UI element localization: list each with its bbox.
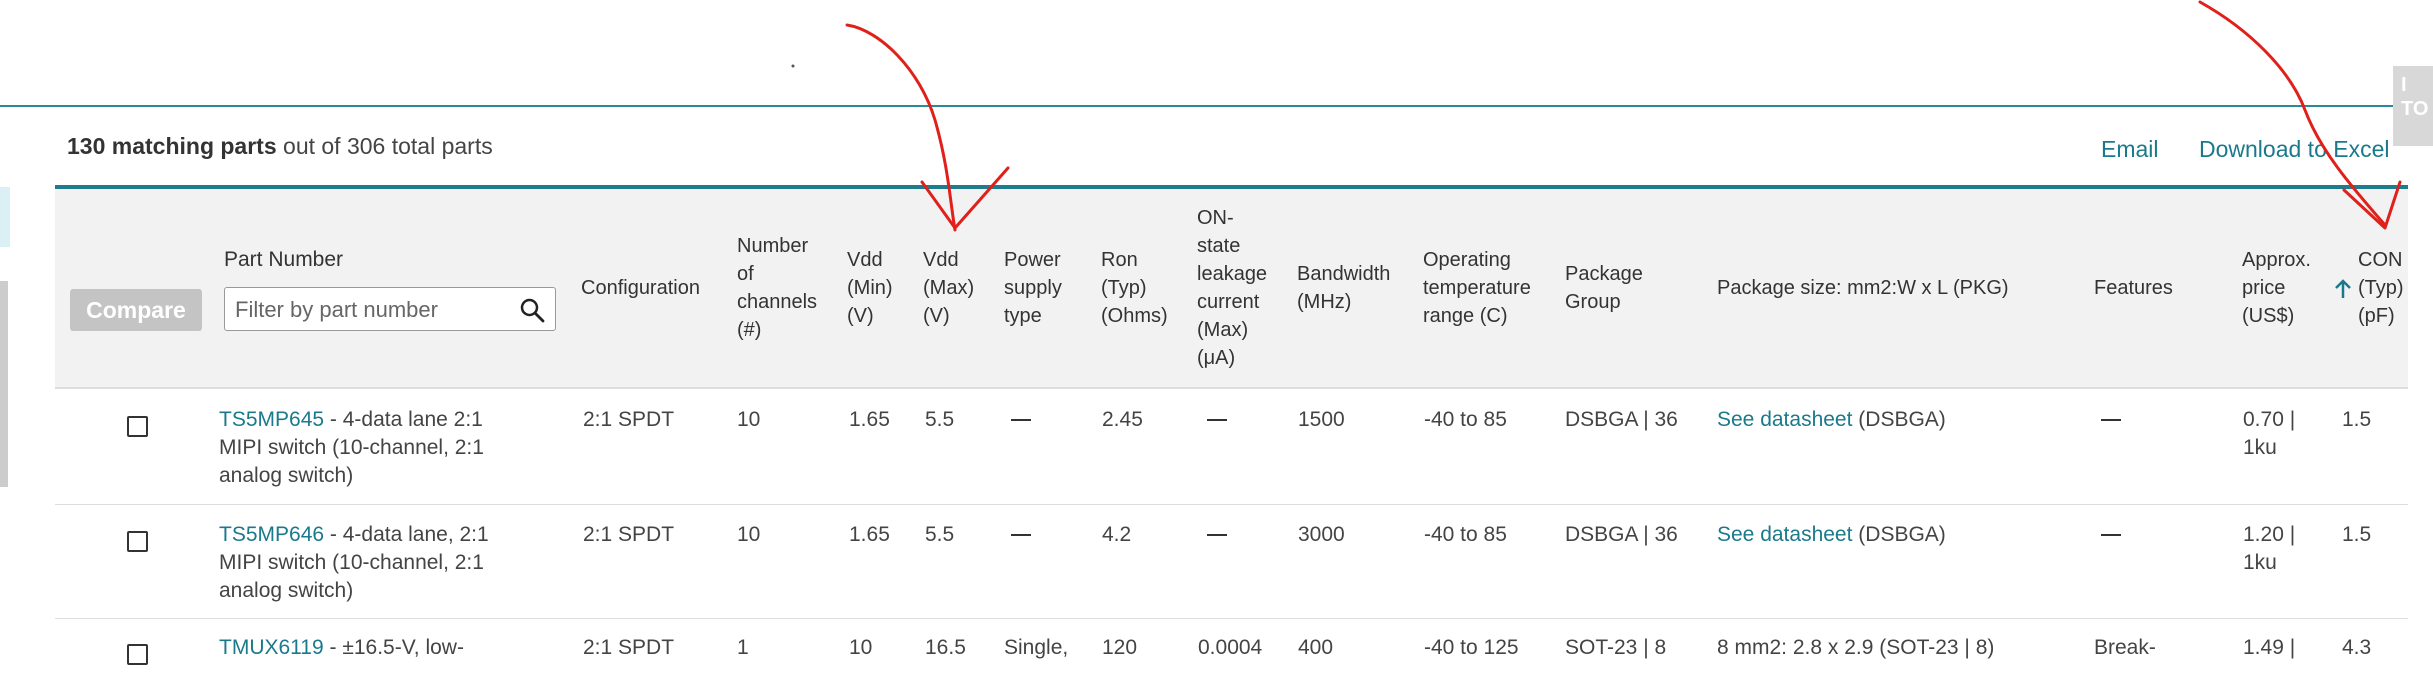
header-features[interactable]: Features — [2094, 277, 2173, 299]
header-package-group[interactable]: Package Group — [1565, 263, 1643, 313]
features-cell: Break- — [2094, 636, 2156, 659]
power-cell: Single, — [1004, 636, 1069, 659]
table-row: TMUX6119 - ±16.5-V, low- 2:1 SPDT 1 10 1… — [55, 619, 2408, 679]
package-group-cell: DSBGA | 36 — [1565, 523, 1678, 546]
temp-cell: -40 to 85 — [1424, 408, 1507, 431]
package-group-cell: DSBGA | 36 — [1565, 408, 1678, 431]
stray-dot — [791, 64, 795, 68]
part-number-link[interactable]: TMUX6119 — [219, 636, 324, 659]
header-channels[interactable]: Number of channels (#) — [737, 235, 818, 341]
power-cell — [1011, 406, 1031, 434]
total-count: out of 306 total parts — [276, 133, 493, 159]
back-to-top-line2: TO — [2401, 98, 2429, 120]
results-summary: 130 matching parts out of 306 total part… — [67, 133, 493, 160]
leakage-cell — [1207, 406, 1227, 434]
table-header-accent — [55, 185, 2408, 189]
see-datasheet-link[interactable]: See datasheet — [1717, 523, 1853, 546]
part-cell: TS5MP645 - 4-data lane 2:1 MIPI switch (… — [219, 406, 559, 490]
part-cell: TMUX6119 - ±16.5-V, low- — [219, 634, 559, 662]
price-cell: 0.70 | 1ku — [2243, 408, 2296, 459]
bandwidth-cell: 400 — [1298, 636, 1334, 659]
part-description: - 4-data lane 2:1 — [329, 408, 483, 431]
left-edge-highlight — [0, 187, 10, 247]
compare-checkbox[interactable] — [127, 644, 148, 665]
part-number-header[interactable]: Part Number — [224, 248, 344, 271]
config-cell: 2:1 SPDT — [583, 523, 675, 546]
header-vdd-max[interactable]: Vdd (Max) (V) — [923, 249, 975, 327]
vdd-min-cell: 10 — [849, 636, 873, 659]
channels-cell: 10 — [737, 523, 761, 546]
package-size-cell: See datasheet (DSBGA) — [1717, 408, 1946, 431]
part-number-filter-input[interactable] — [233, 293, 507, 327]
vdd-min-cell: 1.65 — [849, 523, 890, 546]
power-cell — [1011, 521, 1031, 549]
package-size-cell: See datasheet (DSBGA) — [1717, 523, 1946, 546]
search-icon[interactable] — [519, 297, 545, 323]
header-package-size[interactable]: Package size: mm2:W x L (PKG) — [1717, 277, 2009, 299]
see-datasheet-link[interactable]: See datasheet — [1717, 408, 1853, 431]
header-leakage[interactable]: ON-state leakage current (Max) (μA) — [1197, 207, 1268, 369]
header-temperature[interactable]: Operating temperature range (C) — [1423, 249, 1531, 327]
header-vdd-min[interactable]: Vdd (Min) (V) — [847, 249, 893, 327]
part-description-line: MIPI switch (10-channel, 2:1 — [219, 436, 484, 459]
channels-cell: 10 — [737, 408, 761, 431]
price-cell: 1.20 | 1ku — [2243, 523, 2296, 574]
back-to-top-line1: I — [2401, 74, 2407, 96]
bandwidth-cell: 3000 — [1298, 523, 1345, 546]
part-description: - ±16.5-V, low- — [329, 636, 464, 659]
con-cell: 1.5 — [2342, 523, 2372, 546]
bandwidth-cell: 1500 — [1298, 408, 1345, 431]
vdd-min-cell: 1.65 — [849, 408, 890, 431]
table-row: TS5MP645 - 4-data lane 2:1 MIPI switch (… — [55, 389, 2408, 505]
package-size-cell: 8 mm2: 2.8 x 2.9 (SOT-23 | 8) — [1717, 636, 1995, 659]
vdd-max-cell: 5.5 — [925, 408, 955, 431]
table-row: TS5MP646 - 4-data lane, 2:1 MIPI switch … — [55, 505, 2408, 619]
config-cell: 2:1 SPDT — [583, 636, 675, 659]
price-cell: 1.49 | — [2243, 636, 2296, 659]
channels-cell: 1 — [737, 636, 749, 659]
ron-cell: 120 — [1102, 636, 1138, 659]
part-number-link[interactable]: TS5MP645 — [219, 408, 325, 431]
compare-checkbox[interactable] — [127, 531, 148, 552]
header-bandwidth[interactable]: Bandwidth (MHz) — [1297, 263, 1391, 313]
part-number-filter[interactable] — [224, 287, 556, 331]
header-price[interactable]: Approx. price (US$) — [2242, 249, 2311, 327]
header-power-supply[interactable]: Power supply type — [1004, 249, 1062, 327]
temp-cell: -40 to 125 — [1424, 636, 1519, 659]
left-scrollbar[interactable] — [0, 281, 8, 487]
compare-checkbox[interactable] — [127, 416, 148, 437]
con-cell: 4.3 — [2342, 636, 2372, 659]
ron-cell: 2.45 — [1102, 408, 1143, 431]
top-divider — [0, 105, 2433, 107]
leakage-cell — [1207, 521, 1227, 549]
header-configuration[interactable]: Configuration — [581, 277, 700, 299]
features-cell — [2101, 521, 2121, 549]
part-number-link[interactable]: TS5MP646 — [219, 523, 325, 546]
header-ron[interactable]: Ron (Typ) (Ohms) — [1101, 249, 1168, 327]
matching-count: 130 matching parts — [67, 133, 277, 159]
back-to-top-tab[interactable]: I TO — [2393, 66, 2433, 146]
compare-button[interactable]: Compare — [70, 289, 202, 331]
part-description-line: analog switch) — [219, 579, 354, 602]
header-con[interactable]: CON (Typ) (pF) — [2358, 249, 2404, 327]
part-description-line: analog switch) — [219, 464, 354, 487]
package-group-cell: SOT-23 | 8 — [1565, 636, 1667, 659]
con-cell: 1.5 — [2342, 408, 2372, 431]
temp-cell: -40 to 85 — [1424, 523, 1507, 546]
download-excel-link[interactable]: Download to Excel — [2199, 136, 2390, 162]
part-description: - 4-data lane, 2:1 — [329, 523, 489, 546]
part-cell: TS5MP646 - 4-data lane, 2:1 MIPI switch … — [219, 521, 559, 605]
sort-ascending-icon[interactable] — [2334, 278, 2352, 300]
part-description-line: MIPI switch (10-channel, 2:1 — [219, 551, 484, 574]
email-link[interactable]: Email — [2101, 136, 2159, 162]
ron-cell: 4.2 — [1102, 523, 1132, 546]
vdd-max-cell: 16.5 — [925, 636, 966, 659]
leakage-cell: 0.0004 — [1198, 636, 1263, 659]
vdd-max-cell: 5.5 — [925, 523, 955, 546]
features-cell — [2101, 406, 2121, 434]
config-cell: 2:1 SPDT — [583, 408, 675, 431]
